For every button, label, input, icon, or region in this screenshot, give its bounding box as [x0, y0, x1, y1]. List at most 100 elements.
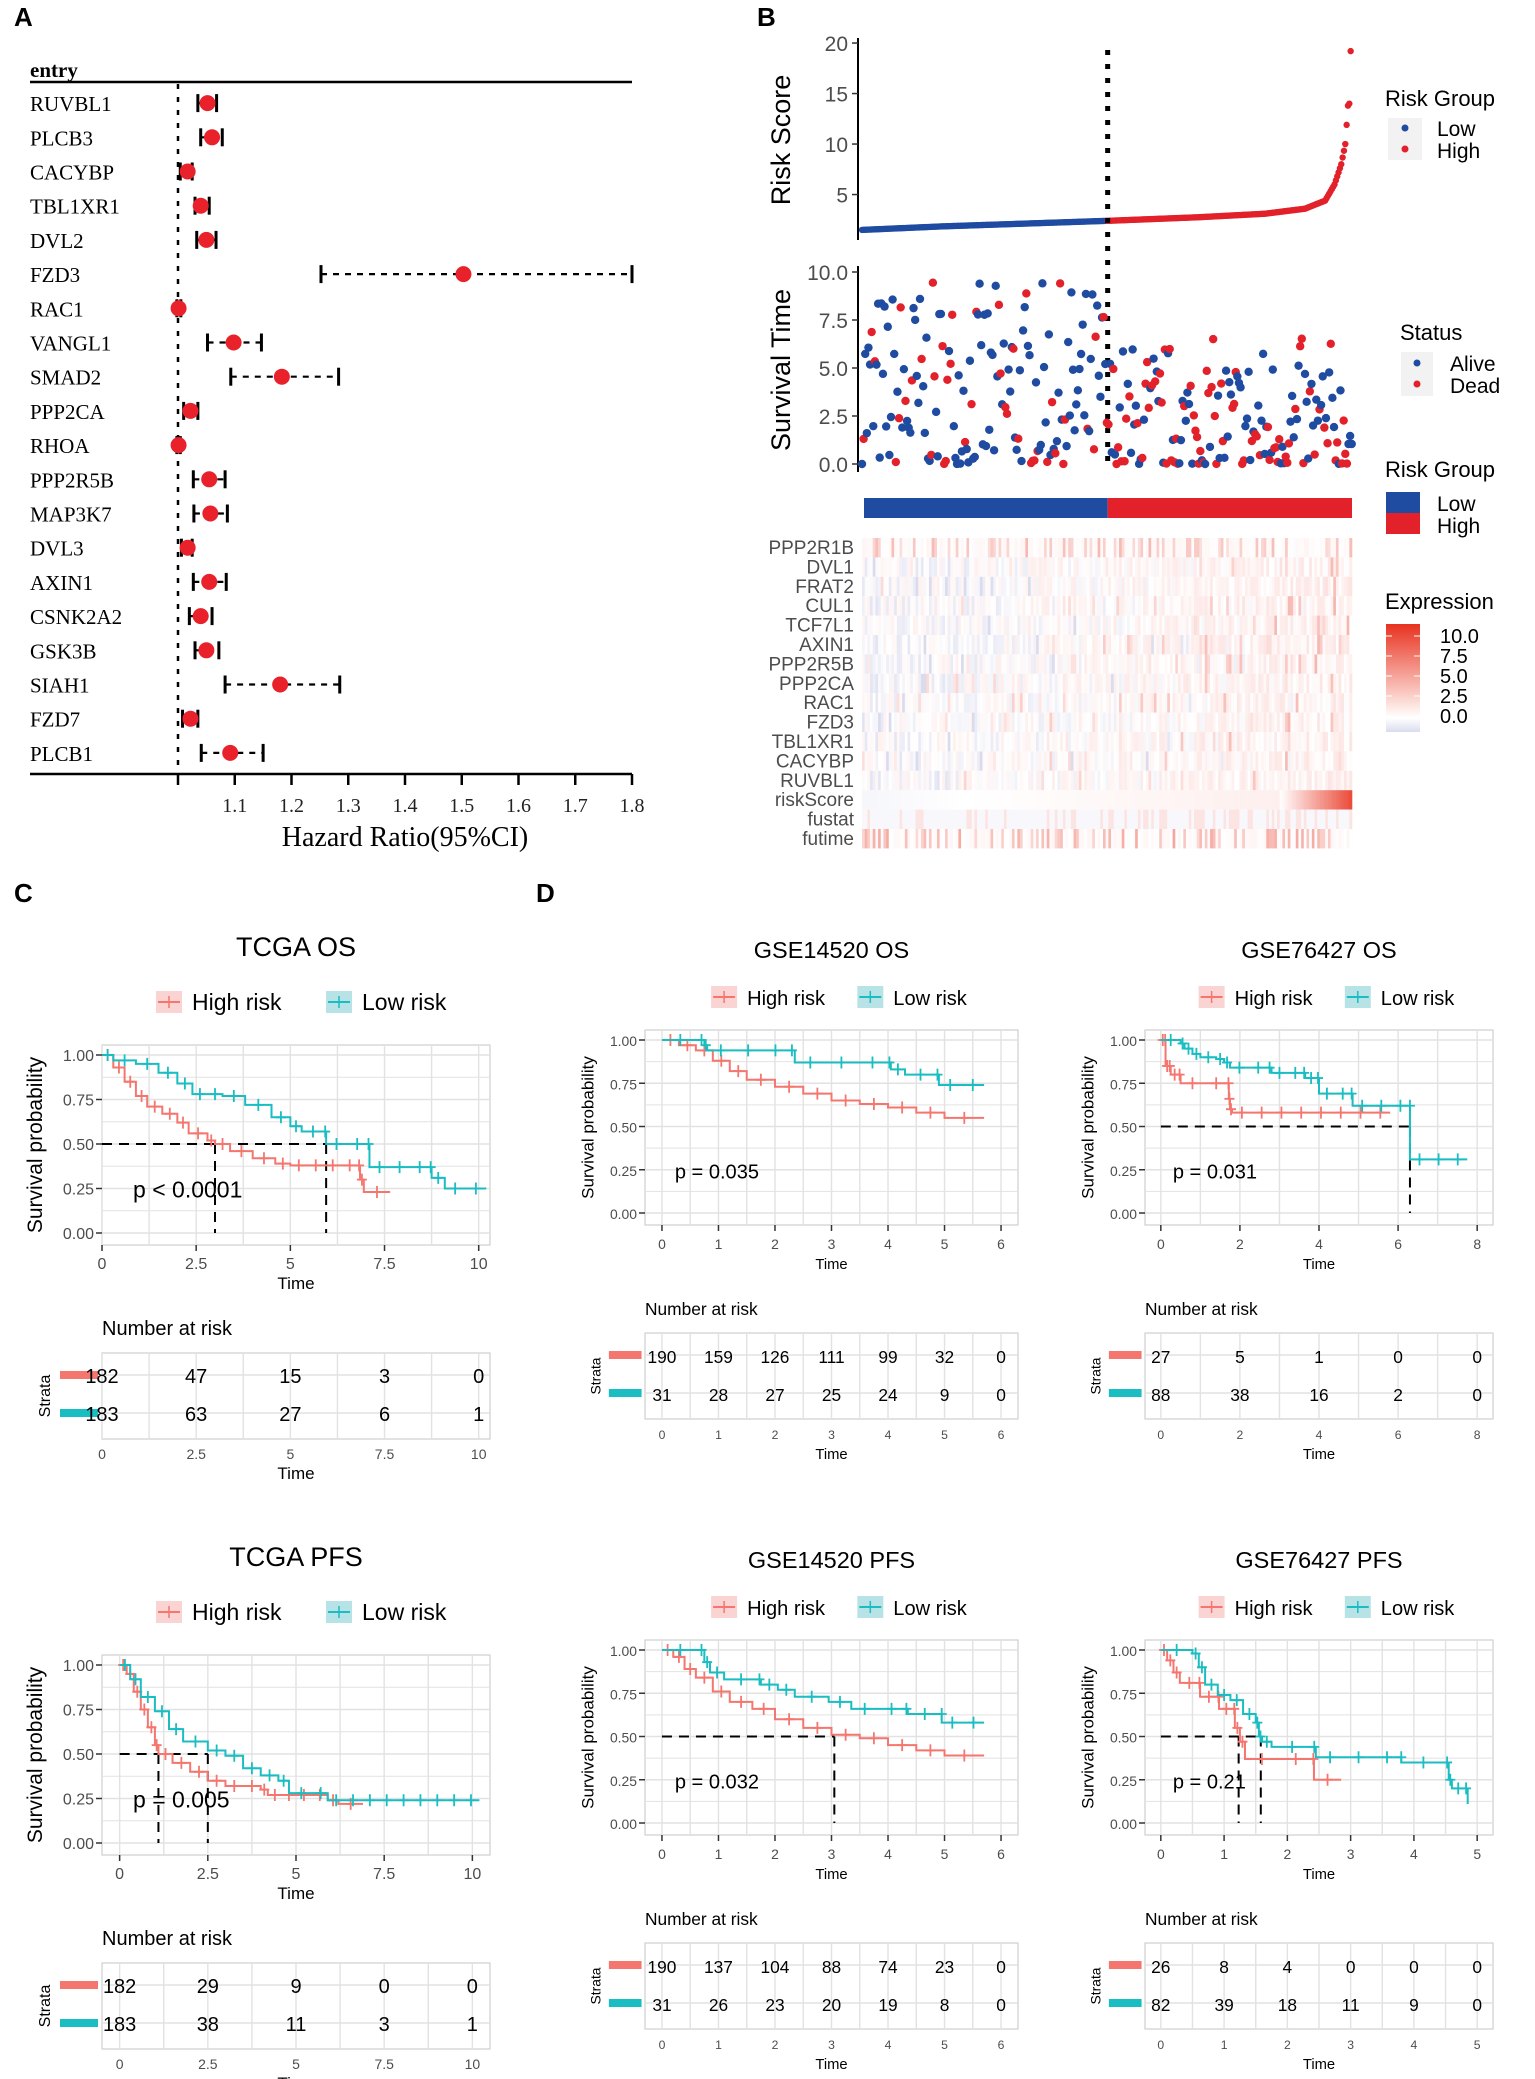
heatmap-cell	[971, 829, 975, 849]
heatmap-cell	[1298, 615, 1302, 635]
km-y-tick-label: 1.00	[1110, 1643, 1137, 1659]
risk-table-value: 4	[1283, 1957, 1293, 1977]
heatmap-cell	[928, 732, 932, 752]
km-censor-mark	[125, 1075, 136, 1088]
survival-point	[956, 459, 965, 468]
heatmap-cell	[1212, 673, 1216, 694]
heatmap-cell	[896, 829, 900, 849]
km-censor-mark	[211, 1774, 222, 1787]
heatmap-cell	[950, 790, 954, 810]
heatmap-cell	[1113, 673, 1117, 694]
km-censor-mark	[1206, 1678, 1217, 1691]
heatmap-cell	[979, 790, 983, 810]
heatmap-cell	[987, 770, 991, 791]
heatmap-cell	[910, 770, 914, 791]
heatmap-cell	[883, 712, 887, 732]
heatmap-cell	[945, 770, 948, 791]
heatmap-cell	[1086, 576, 1090, 597]
heatmap-cell	[864, 751, 868, 771]
heatmap-cell	[1140, 615, 1144, 635]
heatmap-cell	[1180, 732, 1184, 752]
heatmap-cell	[1274, 673, 1278, 694]
survival-point	[1038, 279, 1047, 288]
heatmap-cell	[1277, 829, 1281, 849]
heatmap-cell	[907, 615, 911, 635]
heatmap-cell	[878, 732, 882, 752]
heatmap-cell	[899, 596, 903, 616]
heatmap-cell	[1148, 596, 1152, 616]
heatmap-cell	[910, 693, 914, 713]
heatmap-cell	[1285, 557, 1289, 577]
heatmap-cell	[1180, 576, 1184, 597]
heatmap-cell	[995, 770, 999, 791]
heatmap-cell	[1001, 751, 1005, 771]
heatmap-cell	[1287, 770, 1291, 791]
riskgroup-legend-low-key	[1386, 492, 1420, 513]
heatmap-cell	[1161, 829, 1165, 849]
heatmap-cell	[1145, 673, 1149, 694]
survival-point	[898, 423, 907, 432]
heatmap-cell	[1194, 576, 1197, 597]
heatmap-cell	[1349, 635, 1353, 655]
survival-point	[920, 428, 930, 438]
riskscore-point	[1339, 154, 1346, 161]
heatmap-cell	[1263, 693, 1267, 713]
heatmap-cell	[1242, 576, 1246, 597]
heatmap-cell	[1325, 693, 1329, 713]
survival-point	[1081, 289, 1091, 299]
heatmap-cell	[1279, 635, 1283, 655]
heatmap-cell	[982, 557, 986, 577]
survival-point	[1041, 418, 1050, 427]
heatmap-cell	[1220, 732, 1224, 752]
heatmap-cell	[1322, 654, 1326, 674]
km-censor-mark	[1313, 1072, 1324, 1085]
heatmap-cell	[1191, 732, 1195, 752]
heatmap-cell	[1145, 809, 1149, 829]
heatmap-cell	[1183, 654, 1187, 674]
heatmap-cell	[1250, 751, 1254, 771]
heatmap-cell	[891, 809, 895, 829]
heatmap-cell	[1129, 809, 1133, 829]
km-censor-mark	[149, 1100, 160, 1113]
km-x-tick-label: 5	[941, 1846, 949, 1862]
heatmap-cell	[1028, 790, 1031, 810]
km-legend-low-risk: Low risk	[362, 1599, 447, 1625]
heatmap-cell	[1226, 635, 1230, 655]
heatmap-cell	[1019, 790, 1023, 810]
heatmap-cell	[1180, 809, 1184, 829]
heatmap-cell	[1274, 829, 1278, 849]
km-censor-mark	[1174, 1068, 1185, 1081]
heatmap-cell	[1180, 751, 1184, 771]
heatmap-cell	[1060, 673, 1064, 694]
heatmap-cell	[1298, 557, 1302, 577]
heatmap-cell	[966, 770, 970, 791]
heatmap-cell	[1084, 538, 1088, 558]
heatmap-cell	[1105, 557, 1109, 577]
survival-point	[1014, 434, 1023, 443]
heatmap-cell	[1102, 654, 1106, 674]
risk-table-value: 26	[709, 1995, 728, 2015]
risk-table-x-axis-label: Time	[277, 1464, 314, 1483]
heatmap-cell	[1338, 615, 1342, 635]
heatmap-cell	[936, 829, 940, 849]
heatmap-cell	[1081, 673, 1085, 694]
heatmap-cell	[1164, 751, 1168, 771]
km-y-axis-label: Survival probability	[1078, 1666, 1097, 1809]
heatmap-cell	[907, 790, 911, 810]
heatmap-cell	[1057, 538, 1061, 558]
survival-point	[1025, 350, 1034, 360]
heatmap-cell	[1108, 829, 1112, 849]
heatmap-cell	[1094, 770, 1098, 791]
heatmap-cell	[880, 829, 884, 849]
heatmap-cell	[928, 557, 932, 577]
heatmap-cell	[1244, 615, 1248, 635]
heatmap-cell	[1188, 538, 1192, 558]
survival-point	[1275, 435, 1284, 444]
survival-point	[857, 459, 867, 469]
heatmap-cell	[1084, 829, 1088, 849]
heatmap-cell	[1089, 829, 1093, 849]
heatmap-cell	[1057, 829, 1061, 849]
heatmap-cell	[1044, 635, 1048, 655]
heatmap-cell	[1038, 615, 1042, 635]
survival-point	[1055, 279, 1065, 288]
